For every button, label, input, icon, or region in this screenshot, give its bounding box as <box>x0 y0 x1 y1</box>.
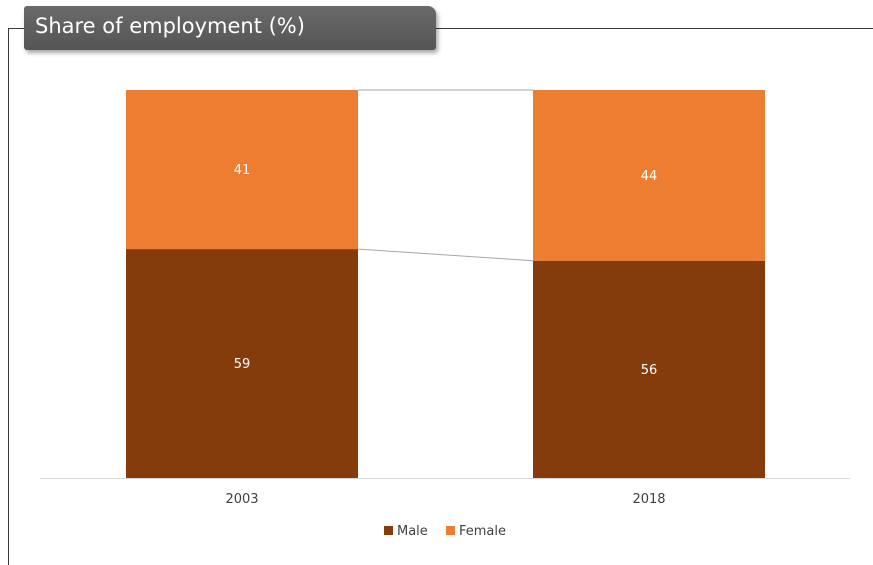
chart-frame-left-border <box>8 28 9 565</box>
legend-label-female: Female <box>459 524 506 539</box>
legend-swatch-female <box>446 526 455 535</box>
data-label-male-2018: 56 <box>641 363 658 378</box>
data-label-male-2003: 59 <box>234 357 251 372</box>
bar-female-2018 <box>533 90 765 261</box>
chart-frame-top-border <box>8 28 873 29</box>
bar-male-2003 <box>126 249 358 478</box>
x-tick-label-2003: 2003 <box>225 492 258 507</box>
bar-male-2018 <box>533 260 765 478</box>
series-line-male <box>357 248 534 262</box>
data-label-female-2003: 41 <box>234 163 251 178</box>
chart-title-box: Share of employment (%) <box>24 6 436 50</box>
legend-label-male: Male <box>397 524 428 539</box>
legend-swatch-male <box>384 526 393 535</box>
chart-title: Share of employment (%) <box>35 14 305 38</box>
x-tick-label-2018: 2018 <box>632 492 665 507</box>
bar-female-2003 <box>126 90 358 250</box>
data-label-female-2018: 44 <box>641 169 658 184</box>
